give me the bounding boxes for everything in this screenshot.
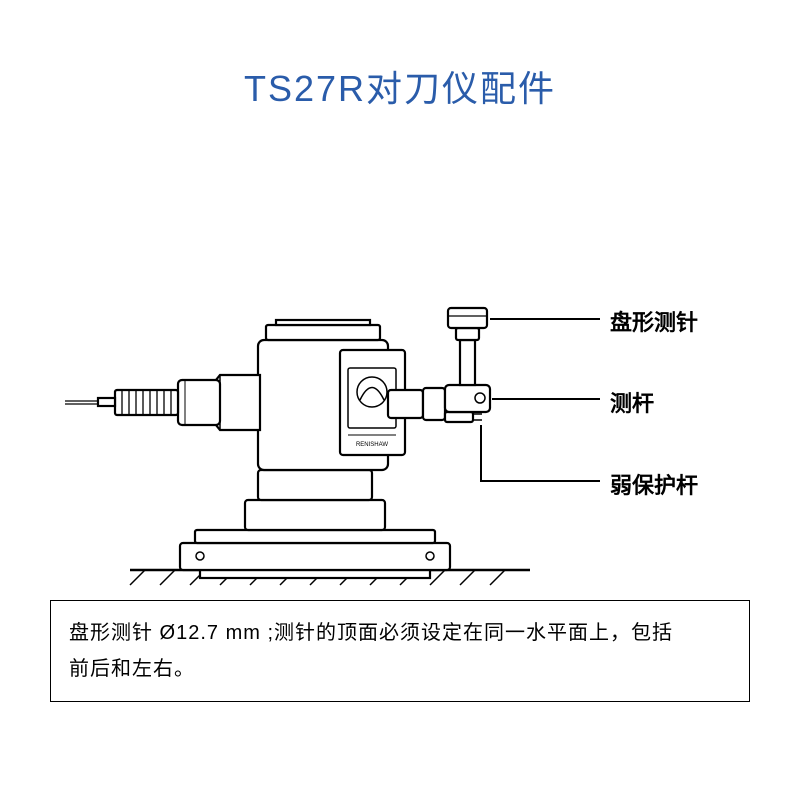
page-title: TS27R对刀仪配件 (0, 60, 800, 112)
svg-text:RENISHAW: RENISHAW (356, 442, 388, 448)
leader-line (480, 480, 600, 482)
leader-line (490, 318, 600, 320)
callout-stylus-rod: 测杆 (610, 386, 654, 418)
spec-line2: 前后和左右。 (69, 658, 195, 680)
leader-line (492, 398, 600, 400)
spec-line1: 盘形测针 Ø12.7 mm ;测针的顶面必须设定在同一水平面上，包括 (69, 622, 673, 644)
spec-note: 盘形测针 Ø12.7 mm ;测针的顶面必须设定在同一水平面上，包括 前后和左右… (50, 600, 750, 702)
leader-line (480, 425, 482, 480)
callout-disc-stylus: 盘形测针 (610, 305, 698, 337)
callout-break-stem: 弱保护杆 (610, 468, 698, 500)
tool-setter-illustration: RENISHAW (0, 150, 800, 600)
diagram: RENISHAW (0, 150, 800, 570)
